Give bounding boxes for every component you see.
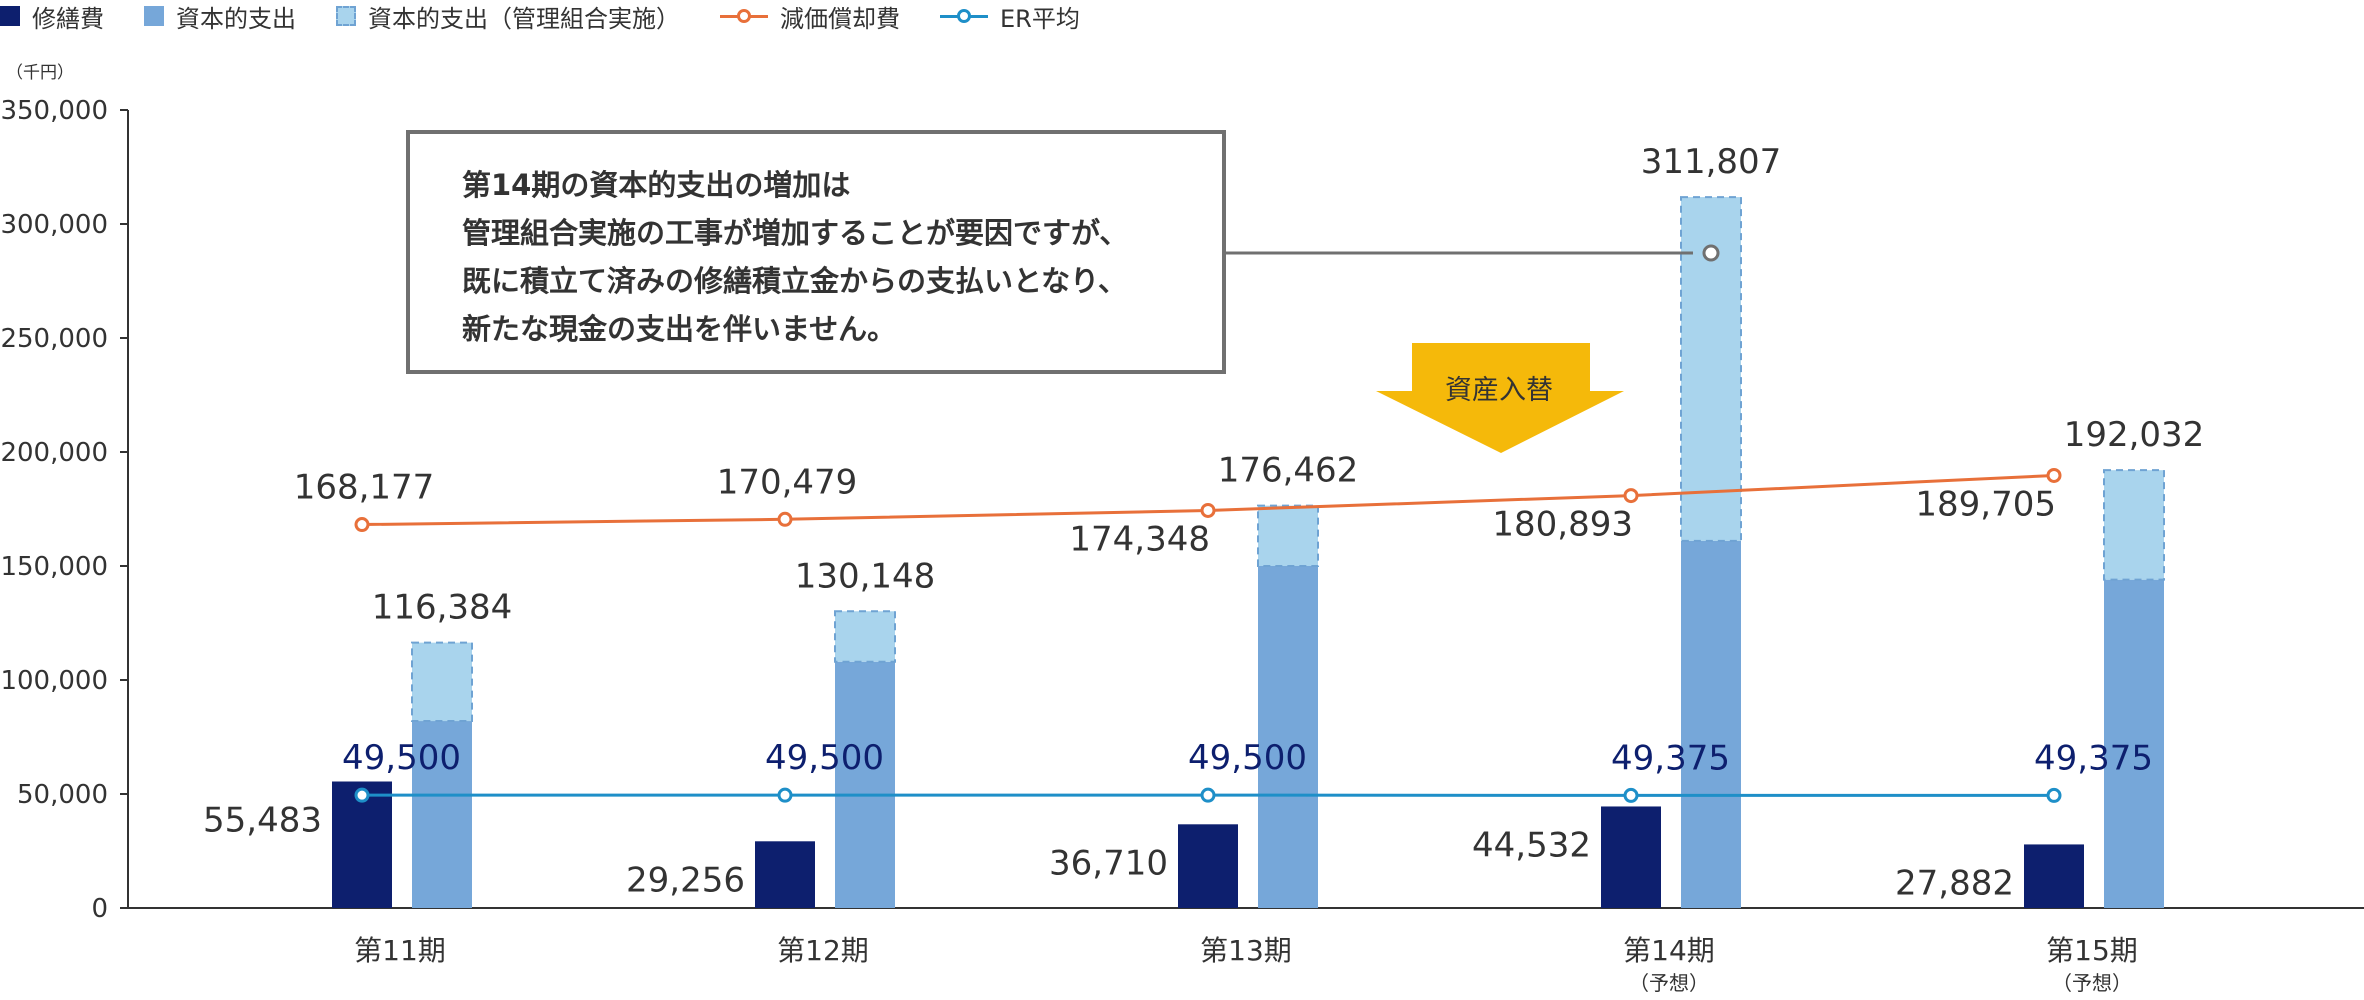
capex-total-label: 176,462 — [1218, 451, 1359, 491]
bar-capex-hoa — [411, 641, 473, 723]
er-average-marker — [354, 787, 370, 803]
x-category-label: 第15期 — [2046, 934, 2138, 967]
x-category-label: 第11期 — [354, 934, 446, 967]
y-tick-label: 350,000 — [0, 96, 108, 126]
legend-item-repair: 修繕費 — [0, 0, 104, 34]
bar-capex-hoa — [1257, 504, 1319, 567]
y-tick-label: 100,000 — [0, 666, 108, 696]
bar-repair — [1178, 824, 1238, 908]
er-average-marker — [1623, 787, 1639, 803]
x-category-note: （予想） — [1629, 971, 1709, 995]
x-category-label: 第14期 — [1623, 934, 1715, 967]
legend-label-er-average: ER平均 — [1000, 4, 1080, 33]
bar-capex — [2104, 579, 2164, 908]
depreciation-marker — [354, 517, 370, 533]
legend-label-capex-hoa: 資本的支出（管理組合実施） — [368, 4, 680, 33]
callout-anchor-marker — [1702, 244, 1720, 262]
bar-capex-hoa — [2103, 469, 2165, 581]
depreciation-value-label: 170,479 — [717, 462, 858, 502]
chart-legend: 修繕費 資本的支出 資本的支出（管理組合実施） 減価償却費 ER平均 — [0, 0, 1120, 34]
callout-line-3: 既に積立て済みの修繕積立金からの支払いとなり、 — [462, 264, 1127, 298]
depreciation-value-label: 189,705 — [1915, 484, 2056, 524]
legend-swatch-capex — [144, 6, 164, 26]
y-axis-unit-label: （千円） — [6, 63, 74, 83]
er-average-marker — [2046, 787, 2062, 803]
depreciation-marker — [2046, 467, 2062, 483]
y-tick-label: 0 — [91, 894, 108, 924]
legend-label-depreciation: 減価償却費 — [780, 4, 900, 33]
er-average-value-label: 49,500 — [765, 738, 884, 778]
capex-total-label: 311,807 — [1641, 142, 1782, 182]
depreciation-value-label: 180,893 — [1492, 505, 1633, 545]
y-tick-label: 250,000 — [0, 324, 108, 354]
asset-swap-arrow — [1376, 343, 1624, 453]
legend-item-depreciation: 減価償却費 — [720, 0, 900, 34]
legend-swatch-capex-hoa — [336, 6, 356, 26]
callout-line-1: 第14期の資本的支出の増加は — [462, 168, 851, 202]
legend-line-er-average — [940, 6, 988, 26]
asset-swap-label: 資産入替 — [1445, 375, 1553, 406]
bar-repair — [755, 841, 815, 908]
depreciation-value-label: 168,177 — [294, 468, 435, 508]
x-category-label: 第12期 — [777, 934, 869, 967]
y-tick-label: 200,000 — [0, 438, 108, 468]
capex-total-label: 130,148 — [795, 556, 936, 596]
legend-label-capex: 資本的支出 — [176, 4, 296, 33]
legend-item-er-average: ER平均 — [940, 0, 1080, 34]
callout-box: 第14期の資本的支出の増加は 管理組合実施の工事が増加することが要因ですが、 既… — [406, 130, 1226, 374]
y-tick-label: 150,000 — [0, 552, 108, 582]
capex-total-label: 192,032 — [2064, 415, 2205, 455]
legend-line-depreciation — [720, 6, 768, 26]
capex-total-label: 116,384 — [372, 588, 513, 628]
y-tick-label: 300,000 — [0, 210, 108, 240]
callout-line-4: 新たな現金の支出を伴いません。 — [462, 312, 897, 346]
depreciation-marker — [1200, 502, 1216, 518]
bar-repair — [2024, 844, 2084, 908]
repair-value-label: 44,532 — [1472, 825, 1591, 865]
er-average-marker — [1200, 787, 1216, 803]
bar-capex — [835, 661, 895, 908]
bar-capex — [1681, 540, 1741, 908]
bar-capex — [412, 721, 472, 908]
legend-item-capex: 資本的支出 — [144, 0, 296, 34]
bar-capex-hoa — [834, 610, 896, 663]
x-category-note: （予想） — [2052, 971, 2132, 995]
depreciation-marker — [777, 511, 793, 527]
repair-value-label: 27,882 — [1895, 863, 2014, 903]
repair-value-label: 36,710 — [1049, 843, 1168, 883]
legend-swatch-repair — [0, 6, 20, 26]
bar-capex — [1258, 566, 1318, 908]
er-average-value-label: 49,375 — [2034, 738, 2153, 778]
repair-value-label: 29,256 — [626, 860, 745, 900]
repair-value-label: 55,483 — [203, 800, 322, 840]
er-average-value-label: 49,500 — [1188, 738, 1307, 778]
legend-item-capex-hoa: 資本的支出（管理組合実施） — [336, 0, 680, 34]
er-average-marker — [777, 787, 793, 803]
x-category-label: 第13期 — [1200, 934, 1292, 967]
depreciation-value-label: 174,348 — [1069, 519, 1210, 559]
callout-line-2: 管理組合実施の工事が増加することが要因ですが、 — [462, 216, 1129, 250]
depreciation-marker — [1623, 488, 1639, 504]
y-tick-label: 50,000 — [17, 780, 108, 810]
bar-repair — [1601, 806, 1661, 908]
er-average-value-label: 49,500 — [342, 738, 461, 778]
legend-label-repair: 修繕費 — [32, 4, 104, 33]
er-average-value-label: 49,375 — [1611, 738, 1730, 778]
